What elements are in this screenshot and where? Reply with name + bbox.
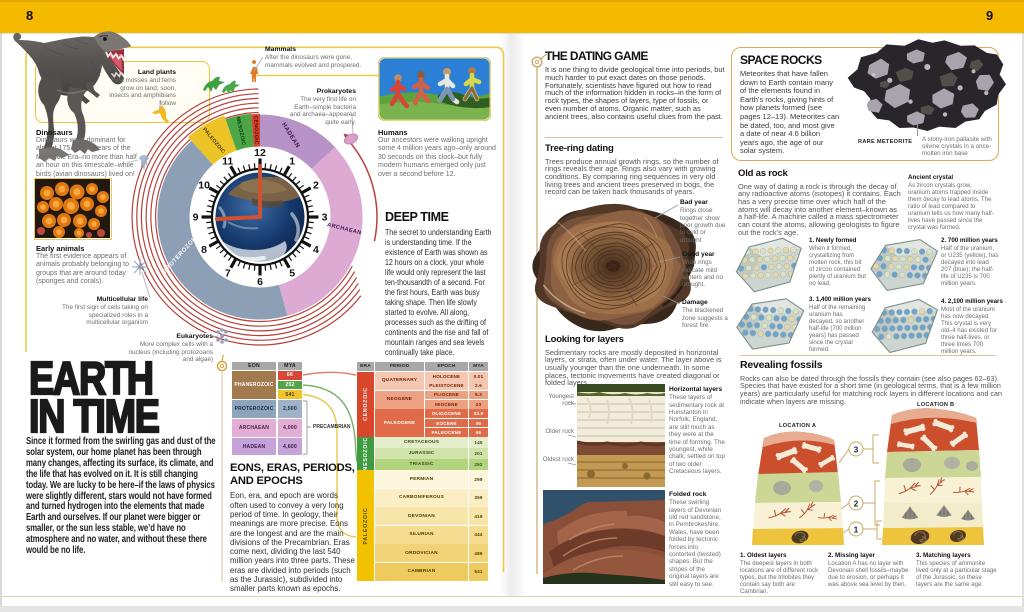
- svg-text:7: 7: [225, 268, 231, 280]
- svg-text:1: 1: [289, 156, 295, 168]
- svg-text:3: 3: [322, 212, 328, 224]
- svg-text:12: 12: [254, 147, 266, 159]
- svg-text:9: 9: [193, 212, 199, 224]
- svg-text:MESOZOIC: MESOZOIC: [234, 116, 246, 146]
- svg-text:CENOZOIC: CENOZOIC: [252, 116, 259, 145]
- svg-text:10: 10: [198, 179, 210, 191]
- svg-text:4: 4: [313, 244, 319, 256]
- svg-text:11: 11: [222, 156, 233, 168]
- svg-text:2: 2: [854, 500, 859, 509]
- svg-text:5: 5: [289, 268, 295, 280]
- svg-text:6: 6: [257, 276, 263, 288]
- svg-text:2: 2: [313, 179, 319, 191]
- svg-text:8: 8: [201, 244, 207, 256]
- svg-text:3: 3: [854, 446, 859, 455]
- svg-text:1: 1: [854, 526, 859, 535]
